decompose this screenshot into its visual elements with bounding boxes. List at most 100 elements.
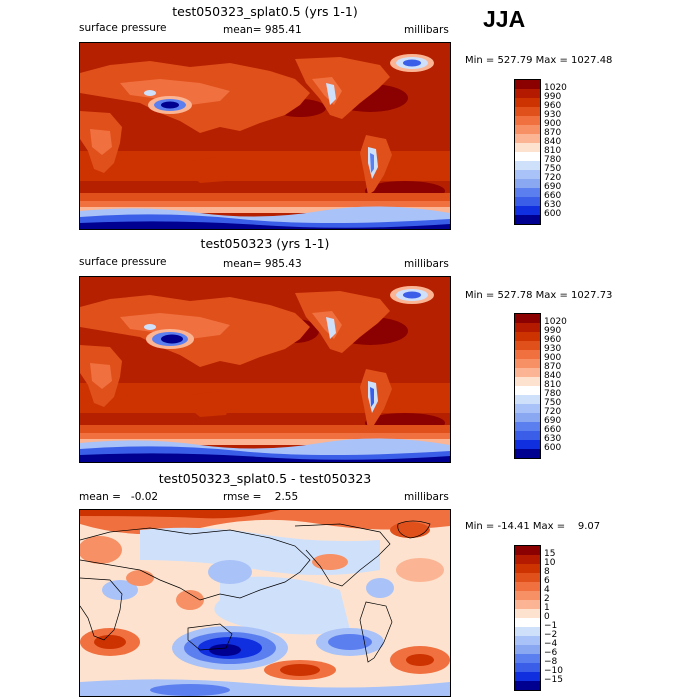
colorbar-swatch: [515, 573, 540, 582]
colorbar-swatch: [515, 440, 540, 449]
colorbar-tick-label: −4: [544, 639, 558, 649]
colorbar-swatch: [515, 359, 540, 368]
colorbar-tick-label: 630: [544, 200, 562, 210]
colorbar-swatch: [515, 431, 540, 440]
panel-3-map: [79, 509, 451, 697]
colorbar-swatch: [515, 134, 540, 143]
colorbar-swatch: [515, 663, 540, 672]
colorbar-tick-label: 960: [544, 101, 562, 111]
colorbar-tick-label: 690: [544, 416, 562, 426]
colorbar-swatch: [515, 197, 540, 206]
colorbar-tick-label: 2: [544, 594, 550, 604]
panel-2-minmax: Min = 527.78 Max = 1027.73: [465, 290, 613, 301]
panel-2-colorbar-labels: 1020 990 960 930 900 870 840 810 780 750 720 690 660…: [544, 313, 584, 459]
colorbar-swatch: [515, 332, 540, 341]
colorbar-tick-label: −15: [544, 675, 563, 685]
colorbar-tick-label: 870: [544, 128, 562, 138]
panel-3-colorbar-labels: 15 10 8 6 4 2 1 0 −1 −2 −4 −6 −8 −10 −15: [544, 545, 584, 691]
colorbar-swatch: [515, 582, 540, 591]
colorbar-tick-label: 960: [544, 335, 562, 345]
colorbar-swatch: [515, 627, 540, 636]
colorbar-tick-label: 8: [544, 567, 550, 577]
colorbar-tick-label: 600: [544, 443, 562, 453]
colorbar-tick-label: 930: [544, 344, 562, 354]
colorbar-swatch: [515, 80, 540, 89]
colorbar-swatch: [515, 377, 540, 386]
colorbar-swatch: [515, 89, 540, 98]
colorbar-tick-label: 990: [544, 326, 562, 336]
colorbar-tick-label: 750: [544, 164, 562, 174]
colorbar-swatch: [515, 609, 540, 618]
colorbar-swatch: [515, 636, 540, 645]
colorbar-swatch: [515, 672, 540, 681]
colorbar-tick-label: 900: [544, 353, 562, 363]
colorbar-swatch: [515, 654, 540, 663]
panel-3-units-label: millibars: [404, 491, 449, 503]
colorbar-swatch: [515, 161, 540, 170]
colorbar-swatch: [515, 125, 540, 134]
colorbar-tick-label: 780: [544, 389, 562, 399]
colorbar-tick-label: 660: [544, 191, 562, 201]
colorbar-tick-label: 4: [544, 585, 550, 595]
colorbar-tick-label: 15: [544, 549, 556, 559]
colorbar-swatch: [515, 179, 540, 188]
colorbar-swatch: [515, 188, 540, 197]
panel-3-title: test050323_splat0.5 - test050323: [158, 471, 372, 486]
colorbar-swatch: [515, 206, 540, 215]
colorbar-swatch: [515, 170, 540, 179]
panel-3-rmse-label: rmse = 2.55: [223, 491, 299, 503]
colorbar-swatch: [515, 314, 540, 323]
panel-3-minmax: Min = -14.41 Max = 9.07: [465, 521, 601, 532]
colorbar-tick-label: 870: [544, 362, 562, 372]
panel-2-colorbar: [514, 313, 541, 459]
panel-2-field-label: surface pressure: [79, 256, 167, 268]
colorbar-swatch: [515, 341, 540, 350]
panel-2-title: test050323 (yrs 1-1): [200, 236, 330, 251]
colorbar-tick-label: 720: [544, 173, 562, 183]
colorbar-tick-label: 1020: [544, 317, 567, 327]
panel-2-map: [79, 276, 451, 463]
colorbar-swatch: [515, 404, 540, 413]
colorbar-swatch: [515, 386, 540, 395]
colorbar-swatch: [515, 645, 540, 654]
panel-1-title: test050323_splat0.5 (yrs 1-1): [172, 4, 358, 19]
panel-1-map: [79, 42, 451, 230]
colorbar-tick-label: 840: [544, 371, 562, 381]
colorbar-swatch: [515, 152, 540, 161]
colorbar-tick-label: 900: [544, 119, 562, 129]
colorbar-tick-label: 600: [544, 209, 562, 219]
colorbar-swatch: [515, 413, 540, 422]
colorbar-swatch: [515, 143, 540, 152]
colorbar-tick-label: 990: [544, 92, 562, 102]
colorbar-tick-label: 750: [544, 398, 562, 408]
colorbar-tick-label: 1: [544, 603, 550, 613]
colorbar-swatch: [515, 600, 540, 609]
colorbar-swatch: [515, 350, 540, 359]
colorbar-tick-label: −8: [544, 657, 558, 667]
colorbar-tick-label: 720: [544, 407, 562, 417]
colorbar-swatch: [515, 681, 540, 690]
colorbar-swatch: [515, 215, 540, 224]
panel-1-minmax: Min = 527.79 Max = 1027.48: [465, 55, 613, 66]
colorbar-tick-label: 6: [544, 576, 550, 586]
colorbar-tick-label: 10: [544, 558, 556, 568]
colorbar-swatch: [515, 618, 540, 627]
panel-1-field-label: surface pressure: [79, 22, 167, 34]
colorbar-swatch: [515, 422, 540, 431]
colorbar-swatch: [515, 546, 540, 555]
panel-2-units-label: millibars: [404, 258, 449, 270]
colorbar-tick-label: −2: [544, 630, 558, 640]
season-label: JJA: [483, 6, 526, 32]
colorbar-tick-label: 0: [544, 612, 550, 622]
panel-1-colorbar: [514, 79, 541, 225]
panel-2-mean-label: mean= 985.43: [223, 258, 302, 270]
colorbar-swatch: [515, 116, 540, 125]
colorbar-tick-label: 690: [544, 182, 562, 192]
colorbar-tick-label: 660: [544, 425, 562, 435]
colorbar-tick-label: 840: [544, 137, 562, 147]
colorbar-swatch: [515, 564, 540, 573]
panel-1-mean-label: mean= 985.41: [223, 24, 302, 36]
colorbar-swatch: [515, 449, 540, 458]
colorbar-swatch: [515, 107, 540, 116]
colorbar-tick-label: 1020: [544, 83, 567, 93]
